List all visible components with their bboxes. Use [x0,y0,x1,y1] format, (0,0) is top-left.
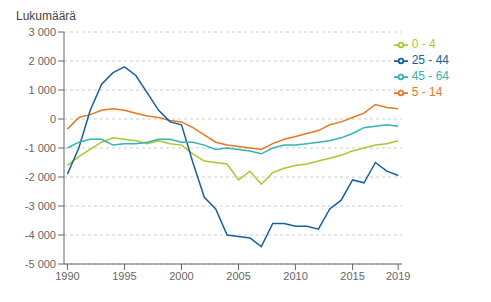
svg-text:1 000: 1 000 [28,84,56,96]
svg-text:-3 000: -3 000 [25,200,56,212]
html-text:5 - 14: 5 - 14 [411,85,443,99]
svg-text:-5 000: -5 000 [25,258,56,270]
svg-text:2010: 2010 [283,270,307,282]
svg-text:2 000: 2 000 [28,55,56,67]
svg-text:1995: 1995 [112,270,136,282]
html-text:25 - 44: 25 - 44 [411,53,449,67]
svg-text:-2 000: -2 000 [25,171,56,183]
svg-text:2005: 2005 [226,270,250,282]
html-text:0 - 4: 0 - 4 [411,37,436,51]
svg-text:2000: 2000 [169,270,193,282]
svg-text:-4 000: -4 000 [25,229,56,241]
svg-text:2019: 2019 [386,270,410,282]
html-text:45 - 64: 45 - 64 [411,69,449,83]
svg-text:3 000: 3 000 [28,26,56,38]
svg-text:-1 000: -1 000 [25,142,56,154]
svg-text:0: 0 [50,113,56,125]
svg-text:2015: 2015 [340,270,364,282]
html-text:Lukumäärä: Lukumäärä [16,9,76,23]
svg-text:1990: 1990 [55,270,79,282]
